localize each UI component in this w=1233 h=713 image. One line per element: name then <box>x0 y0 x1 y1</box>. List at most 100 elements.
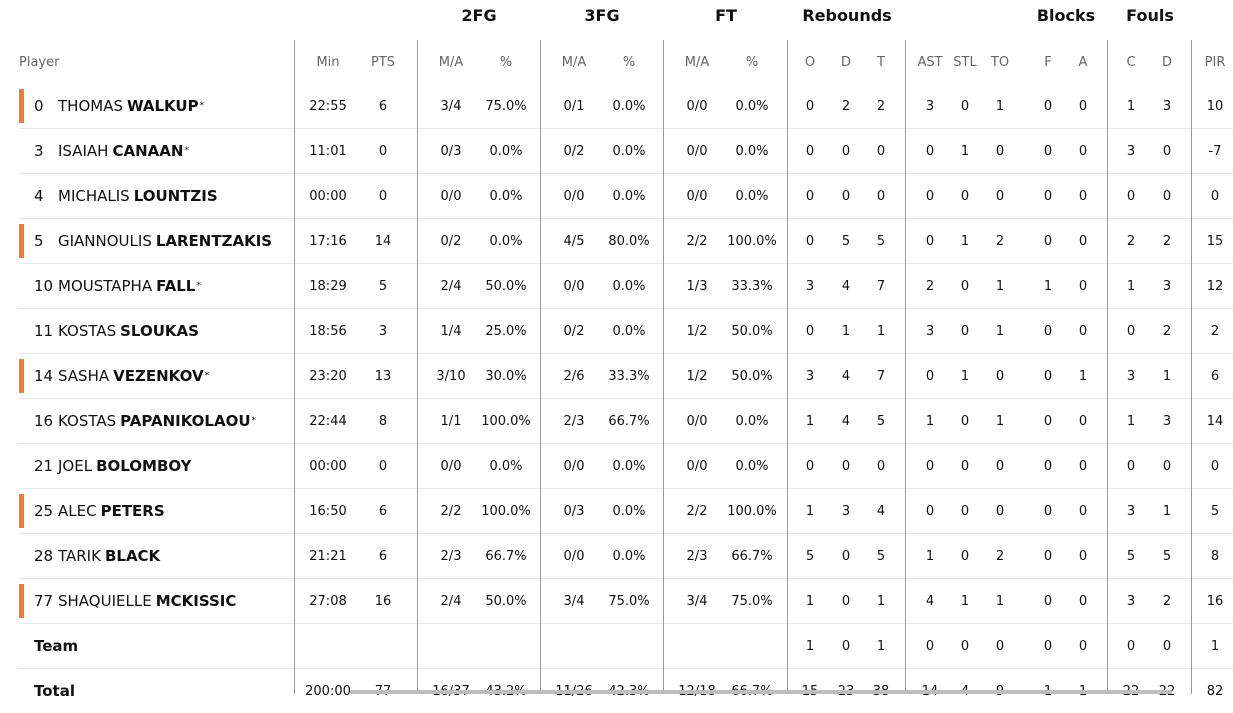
group-fouls: Fouls <box>1126 6 1174 25</box>
table-row[interactable]: 28 TARIK BLACK 21:21 6 2/3 66.7% 0/0 0.0% 2/3 66.7… <box>19 534 1233 579</box>
stat-to: 1 <box>995 323 1005 339</box>
player-name[interactable]: 3 ISAIAH CANAAN * <box>34 129 189 173</box>
player-number: 3 <box>34 142 44 160</box>
stat-3fg-pct: 0.0% <box>612 548 646 564</box>
stat-stl: 0 <box>960 323 970 339</box>
stat-reb-t: 1 <box>876 593 886 609</box>
header-ft-pct[interactable]: % <box>745 54 759 70</box>
stat-ast: 4 <box>925 593 935 609</box>
starter-indicator <box>19 89 24 123</box>
stat-pts: 0 <box>378 188 388 204</box>
table-row[interactable]: 11 KOSTAS SLOUKAS 18:56 3 1/4 25.0% 0/2 0.0% 1/2 5… <box>19 309 1233 354</box>
header-blk-a[interactable]: A <box>1078 54 1088 70</box>
player-name[interactable]: 21 JOEL BOLOMBOY <box>34 444 192 488</box>
header-reb-t[interactable]: T <box>877 54 885 70</box>
player-name[interactable]: 0 THOMAS WALKUP * <box>34 84 204 128</box>
player-name[interactable]: 16 KOSTAS PAPANIKOLAOU * <box>34 399 256 443</box>
team-row: Team 1 0 1 0 0 0 0 0 0 0 1 <box>19 624 1233 669</box>
stat-fouls-d: 3 <box>1162 413 1172 429</box>
stat-blk-f: 0 <box>1043 548 1053 564</box>
stat-ft-pct: 0.0% <box>735 143 769 159</box>
player-first-name: KOSTAS <box>58 322 117 340</box>
stat-reb-o: 0 <box>805 458 815 474</box>
table-row[interactable]: 3 ISAIAH CANAAN * 11:01 0 0/3 0.0% 0/2 0.0% 0/0 0.0… <box>19 129 1233 174</box>
stat-fouls-c: 0 <box>1126 458 1136 474</box>
stat-ft-pct: 33.3% <box>731 278 773 294</box>
stat-reb-o: 0 <box>805 188 815 204</box>
stat-min: 27:08 <box>309 593 347 609</box>
table-row[interactable]: 0 THOMAS WALKUP * 22:55 6 3/4 75.0% 0/1 0.0% 0/0 0.… <box>19 84 1233 129</box>
header-3fg-ma[interactable]: M/A <box>561 54 587 70</box>
stat-fouls-c: 3 <box>1126 593 1136 609</box>
player-first-name: KOSTAS <box>58 412 117 430</box>
stat-2fg-pct: 0.0% <box>489 458 523 474</box>
table-row[interactable]: 5 GIANNOULIS LARENTZAKIS 17:16 14 0/2 0.0% 4/5 8… <box>19 219 1233 264</box>
stat-blk-f: 0 <box>1043 638 1053 654</box>
header-ast[interactable]: AST <box>917 54 943 70</box>
stat-fouls-c: 3 <box>1126 143 1136 159</box>
header-stl[interactable]: STL <box>953 54 977 70</box>
player-name[interactable]: 5 GIANNOULIS LARENTZAKIS <box>34 219 273 263</box>
stat-ft-ma: 0/0 <box>686 458 708 474</box>
header-blk-f[interactable]: F <box>1044 54 1052 70</box>
player-name[interactable]: 25 ALEC PETERS <box>34 489 166 533</box>
stat-reb-d: 4 <box>841 413 851 429</box>
column-divider <box>1107 40 1108 694</box>
stat-3fg-ma: 0/2 <box>563 323 585 339</box>
stat-blk-f: 0 <box>1043 413 1053 429</box>
header-reb-o[interactable]: O <box>804 54 816 70</box>
stat-2fg-ma: 0/3 <box>440 143 462 159</box>
stat-stl: 0 <box>960 188 970 204</box>
player-number: 10 <box>34 277 54 295</box>
header-to[interactable]: TO <box>990 54 1010 70</box>
stat-blk-a: 0 <box>1078 98 1088 114</box>
stat-ast: 0 <box>925 503 935 519</box>
column-divider <box>417 40 418 694</box>
player-name[interactable]: 10 MOUSTAPHA FALL * <box>34 264 201 308</box>
table-row[interactable]: 77 SHAQUIELLE MCKISSIC 27:08 16 2/4 50.0% 3/4 75… <box>19 579 1233 624</box>
header-fouls-d[interactable]: D <box>1161 54 1173 70</box>
table-row[interactable]: 25 ALEC PETERS 16:50 6 2/2 100.0% 0/3 0.0% 2/2 100… <box>19 489 1233 534</box>
stat-2fg-ma: 2/4 <box>440 278 462 294</box>
stat-ft-pct: 50.0% <box>731 368 773 384</box>
stat-ft-ma: 3/4 <box>686 593 708 609</box>
box-score-table: Player Min PTS M/A % M/A % M/A % O D T A… <box>0 40 1233 713</box>
stat-3fg-pct: 0.0% <box>612 503 646 519</box>
header-pts[interactable]: PTS <box>370 54 396 70</box>
header-player[interactable]: Player <box>19 54 60 70</box>
table-row[interactable]: 10 MOUSTAPHA FALL * 18:29 5 2/4 50.0% 0/0 0.0% 1/3… <box>19 264 1233 309</box>
stat-blk-a: 1 <box>1078 368 1088 384</box>
header-2fg-pct[interactable]: % <box>499 54 513 70</box>
starter-indicator <box>19 224 24 258</box>
stat-ft-ma: 0/0 <box>686 143 708 159</box>
player-name[interactable]: 4 MICHALIS LOUNTZIS <box>34 174 219 218</box>
stat-reb-o: 1 <box>805 593 815 609</box>
stat-ft-pct: 0.0% <box>735 413 769 429</box>
table-row[interactable]: 21 JOEL BOLOMBOY 00:00 0 0/0 0.0% 0/0 0.0% 0/0 0.0… <box>19 444 1233 489</box>
on-court-marker: * <box>204 371 210 381</box>
player-name[interactable]: 28 TARIK BLACK <box>34 534 161 578</box>
header-3fg-pct[interactable]: % <box>622 54 636 70</box>
player-last-name: PAPANIKOLAOU <box>120 412 251 430</box>
player-name[interactable]: 77 SHAQUIELLE MCKISSIC <box>34 579 237 623</box>
stat-reb-o: 3 <box>805 278 815 294</box>
header-min[interactable]: Min <box>316 54 340 70</box>
header-2fg-ma[interactable]: M/A <box>438 54 464 70</box>
stat-fouls-c: 3 <box>1126 368 1136 384</box>
stat-min: 16:50 <box>309 503 347 519</box>
stat-to: 0 <box>995 638 1005 654</box>
player-name[interactable]: 11 KOSTAS SLOUKAS <box>34 309 200 353</box>
header-pir[interactable]: PIR <box>1204 54 1226 70</box>
table-row[interactable]: 14 SASHA VEZENKOV * 23:20 13 3/10 30.0% 2/6 33.3%… <box>19 354 1233 399</box>
table-row[interactable]: 4 MICHALIS LOUNTZIS 00:00 0 0/0 0.0% 0/0 0.0% 0/0… <box>19 174 1233 219</box>
table-row[interactable]: 16 KOSTAS PAPANIKOLAOU * 22:44 8 1/1 100.0% 2/3 6… <box>19 399 1233 444</box>
header-reb-d[interactable]: D <box>840 54 852 70</box>
horizontal-scrollbar[interactable] <box>350 690 1172 694</box>
stat-2fg-pct: 25.0% <box>485 323 527 339</box>
stat-reb-d: 5 <box>841 233 851 249</box>
header-fouls-c[interactable]: C <box>1126 54 1136 70</box>
header-ft-ma[interactable]: M/A <box>684 54 710 70</box>
stat-to: 0 <box>995 503 1005 519</box>
stat-fouls-c: 1 <box>1126 98 1136 114</box>
player-name[interactable]: 14 SASHA VEZENKOV * <box>34 354 209 398</box>
